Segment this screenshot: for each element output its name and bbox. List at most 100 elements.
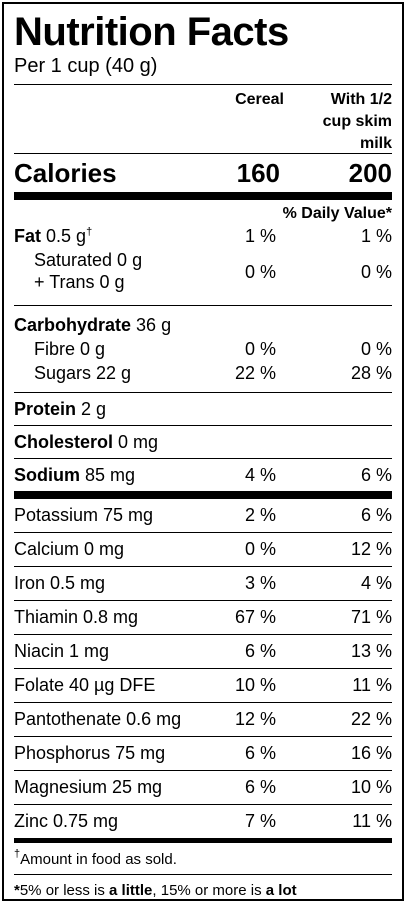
fat-label: Fat bbox=[14, 226, 41, 246]
mineral-cereal: 6 % bbox=[244, 777, 276, 797]
divider bbox=[14, 458, 392, 459]
nutrition-facts-label: Nutrition Facts Per 1 cup (40 g) Cereal … bbox=[2, 2, 404, 901]
mineral-cereal: 6 % bbox=[244, 641, 276, 661]
amount-footnote: †Amount in food as sold. bbox=[14, 848, 392, 870]
divider bbox=[14, 305, 392, 306]
divider bbox=[14, 668, 392, 669]
saturated-label: Saturated 0 g bbox=[34, 250, 143, 270]
mineral-with-milk: 4 % bbox=[360, 573, 392, 593]
sodium-amount: 85 mg bbox=[85, 465, 136, 485]
sodium-row: Sodium 85 mg 4 % 6 % bbox=[14, 459, 392, 491]
mineral-cereal: 3 % bbox=[244, 573, 276, 593]
mineral-row: Folate 40 µg DFE 10 % 11 % bbox=[14, 669, 392, 702]
mineral-with-milk: 11 % bbox=[352, 675, 392, 695]
mineral-row: Thiamin 0.8 mg 67 % 71 % bbox=[14, 601, 392, 634]
trans-label: + Trans 0 g bbox=[34, 272, 125, 292]
mineral-with-milk: 13 % bbox=[350, 641, 392, 661]
calories-cereal: 160 bbox=[236, 158, 280, 188]
mineral-cereal: 12 % bbox=[234, 709, 276, 729]
calories-label: Calories bbox=[14, 158, 117, 188]
mineral-row: Potassium 75 mg 2 % 6 % bbox=[14, 499, 392, 532]
serving-size: Per 1 cup (40 g) bbox=[14, 55, 158, 77]
mineral-with-milk: 10 % bbox=[350, 777, 392, 797]
fat-cereal: 1 % bbox=[244, 226, 276, 246]
sodium-cereal: 4 % bbox=[244, 465, 276, 485]
mineral-label: Phosphorus 75 mg bbox=[14, 743, 166, 763]
protein-row: Protein 2 g bbox=[14, 393, 392, 425]
mineral-with-milk: 6 % bbox=[360, 505, 392, 525]
sugars-cereal: 22 % bbox=[234, 363, 276, 383]
minerals-list: Potassium 75 mg 2 % 6 % Calcium 0 mg 0 % 12 %… bbox=[14, 499, 392, 838]
protein-amount: 2 g bbox=[81, 399, 107, 419]
saturated-row: Saturated 0 g + Trans 0 g 0 % 0 % bbox=[14, 249, 392, 299]
fibre-label: Fibre 0 g bbox=[34, 339, 106, 359]
divider bbox=[14, 874, 392, 875]
calories-with-milk: 200 bbox=[348, 158, 392, 188]
cholesterol-label: Cholesterol bbox=[14, 432, 114, 452]
label-title: Nutrition Facts bbox=[14, 10, 289, 54]
divider bbox=[14, 425, 392, 426]
amount-footnote-mark: † bbox=[14, 848, 21, 860]
sugars-with-milk: 28 % bbox=[350, 363, 392, 383]
column-with-milk-line3: milk bbox=[359, 135, 392, 152]
mineral-row: Pantothenate 0.6 mg 12 % 22 % bbox=[14, 703, 392, 736]
mineral-row: Magnesium 25 mg 6 % 10 % bbox=[14, 771, 392, 804]
fat-amount: 0.5 g bbox=[46, 226, 87, 246]
mineral-with-milk: 71 % bbox=[350, 607, 392, 627]
divider bbox=[14, 84, 392, 85]
saturated-with-milk: 0 % bbox=[360, 262, 392, 282]
column-with-milk: With 1/2 cup skim milk bbox=[292, 89, 392, 155]
mineral-cereal: 10 % bbox=[234, 675, 276, 695]
mineral-label: Folate 40 µg DFE bbox=[14, 675, 156, 695]
sugars-row: Sugars 22 g 22 % 28 % bbox=[14, 362, 392, 386]
saturated-cereal: 0 % bbox=[244, 262, 276, 282]
carbohydrate-amount: 36 g bbox=[136, 315, 172, 335]
divider bbox=[14, 804, 392, 805]
mineral-with-milk: 12 % bbox=[350, 539, 392, 559]
divider bbox=[14, 600, 392, 601]
divider bbox=[14, 153, 392, 154]
mineral-cereal: 2 % bbox=[244, 505, 276, 525]
mineral-row: Niacin 1 mg 6 % 13 % bbox=[14, 635, 392, 668]
dv-footnote-part2: , 15% or more is bbox=[152, 882, 266, 899]
fibre-with-milk: 0 % bbox=[360, 339, 392, 359]
divider bbox=[14, 566, 392, 567]
divider bbox=[14, 770, 392, 771]
calories-row: Calories 160 200 bbox=[14, 156, 392, 190]
divider-thick bbox=[14, 491, 392, 499]
mineral-row: Phosphorus 75 mg 6 % 16 % bbox=[14, 737, 392, 770]
fibre-cereal: 0 % bbox=[244, 339, 276, 359]
mineral-with-milk: 22 % bbox=[350, 709, 392, 729]
mineral-row: Iron 0.5 mg 3 % 4 % bbox=[14, 567, 392, 600]
dv-footnote-mark: * bbox=[14, 882, 20, 899]
mineral-label: Iron 0.5 mg bbox=[14, 573, 106, 593]
sodium-with-milk: 6 % bbox=[360, 465, 392, 485]
column-with-milk-line1: With 1/2 bbox=[330, 91, 392, 108]
sugars-label: Sugars 22 g bbox=[34, 363, 132, 383]
divider bbox=[14, 532, 392, 533]
column-with-milk-line2: cup skim bbox=[322, 113, 392, 130]
mineral-row: Calcium 0 mg 0 % 12 % bbox=[14, 533, 392, 566]
dv-footnote-lot: a lot bbox=[265, 882, 297, 899]
divider bbox=[14, 702, 392, 703]
fibre-row: Fibre 0 g 0 % 0 % bbox=[14, 338, 392, 362]
mineral-label: Pantothenate 0.6 mg bbox=[14, 709, 182, 729]
column-headers: Cereal With 1/2 cup skim milk bbox=[14, 85, 392, 153]
daily-value-header: % Daily Value* bbox=[282, 205, 392, 222]
mineral-label: Calcium 0 mg bbox=[14, 539, 125, 559]
divider-thick bbox=[14, 192, 392, 200]
cholesterol-row: Cholesterol 0 mg bbox=[14, 426, 392, 458]
dv-footnote-part1: 5% or less is bbox=[19, 882, 110, 899]
dv-footnote-little: a little bbox=[109, 882, 153, 899]
divider bbox=[14, 392, 392, 393]
carbohydrate-label: Carbohydrate bbox=[14, 315, 132, 335]
mineral-label: Zinc 0.75 mg bbox=[14, 811, 119, 831]
mineral-cereal: 6 % bbox=[244, 743, 276, 763]
divider bbox=[14, 634, 392, 635]
mineral-row: Zinc 0.75 mg 7 % 11 % bbox=[14, 805, 392, 838]
mineral-cereal: 0 % bbox=[244, 539, 276, 559]
fat-row: Fat 0.5 g† 1 % 1 % bbox=[14, 225, 392, 249]
daily-value-footnote: *5% or less is a little, 15% or more is … bbox=[14, 881, 392, 901]
mineral-label: Potassium 75 mg bbox=[14, 505, 154, 525]
carbohydrate-row: Carbohydrate 36 g bbox=[14, 314, 392, 338]
